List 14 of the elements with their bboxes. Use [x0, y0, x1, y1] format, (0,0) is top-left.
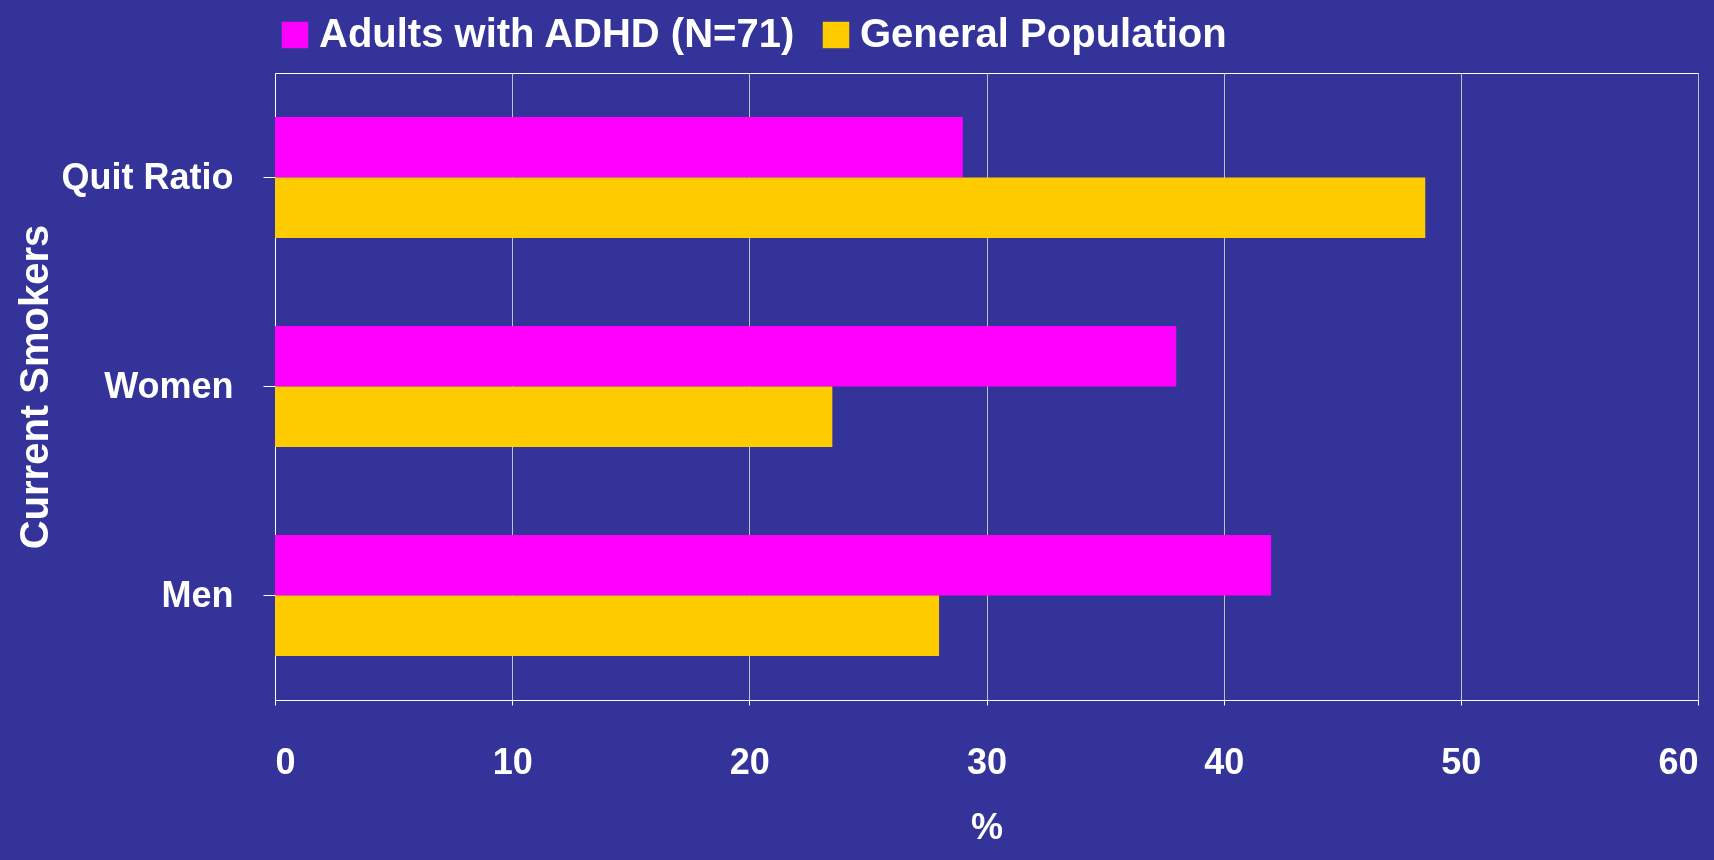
y-tick-label: Men [161, 573, 234, 615]
legend-label: General Population [860, 11, 1227, 55]
x-axis-title: % [970, 805, 1004, 847]
x-tick-label: 20 [729, 740, 770, 782]
y-tick-label: Quit Ratio [61, 155, 234, 197]
x-tick-label: 60 [1658, 740, 1699, 782]
x-tick-label: 30 [966, 740, 1008, 782]
x-tick-label: 50 [1441, 740, 1482, 782]
y-tick-label: Women [104, 364, 234, 406]
x-tick-label: 10 [492, 740, 533, 782]
x-tick-label: 0 [275, 740, 296, 782]
x-tick-label: 40 [1204, 740, 1245, 782]
legend-label: Adults with ADHD (N=71) [319, 11, 795, 55]
y-axis-title: Current Smokers [11, 224, 56, 550]
